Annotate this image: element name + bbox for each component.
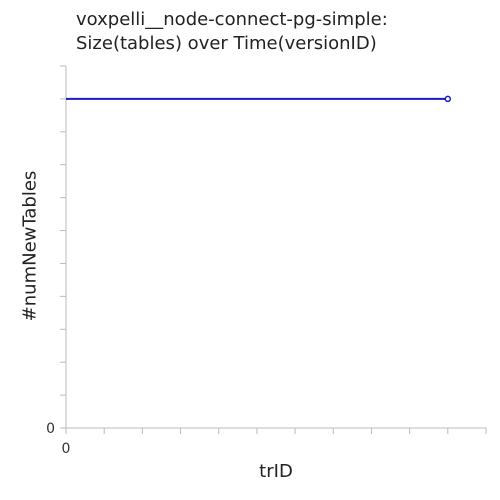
- series-layer: [66, 95, 452, 103]
- x-tick-label-0: 0: [62, 441, 71, 457]
- y-tick-label-0: 0: [46, 421, 55, 437]
- y-axis-label: #numNewTables: [19, 170, 41, 322]
- chart-title-line-2: Size(tables) over Time(versionID): [76, 33, 377, 54]
- y-ticks: [60, 65, 66, 429]
- chart-title: voxpelli__node-connect-pg-simple: Size(t…: [76, 8, 496, 56]
- x-ticks: [65, 428, 487, 434]
- x-axis-label: trID: [259, 461, 293, 482]
- data-point-0-1: [444, 95, 452, 103]
- chart-title-line-1: voxpelli__node-connect-pg-simple:: [76, 9, 388, 30]
